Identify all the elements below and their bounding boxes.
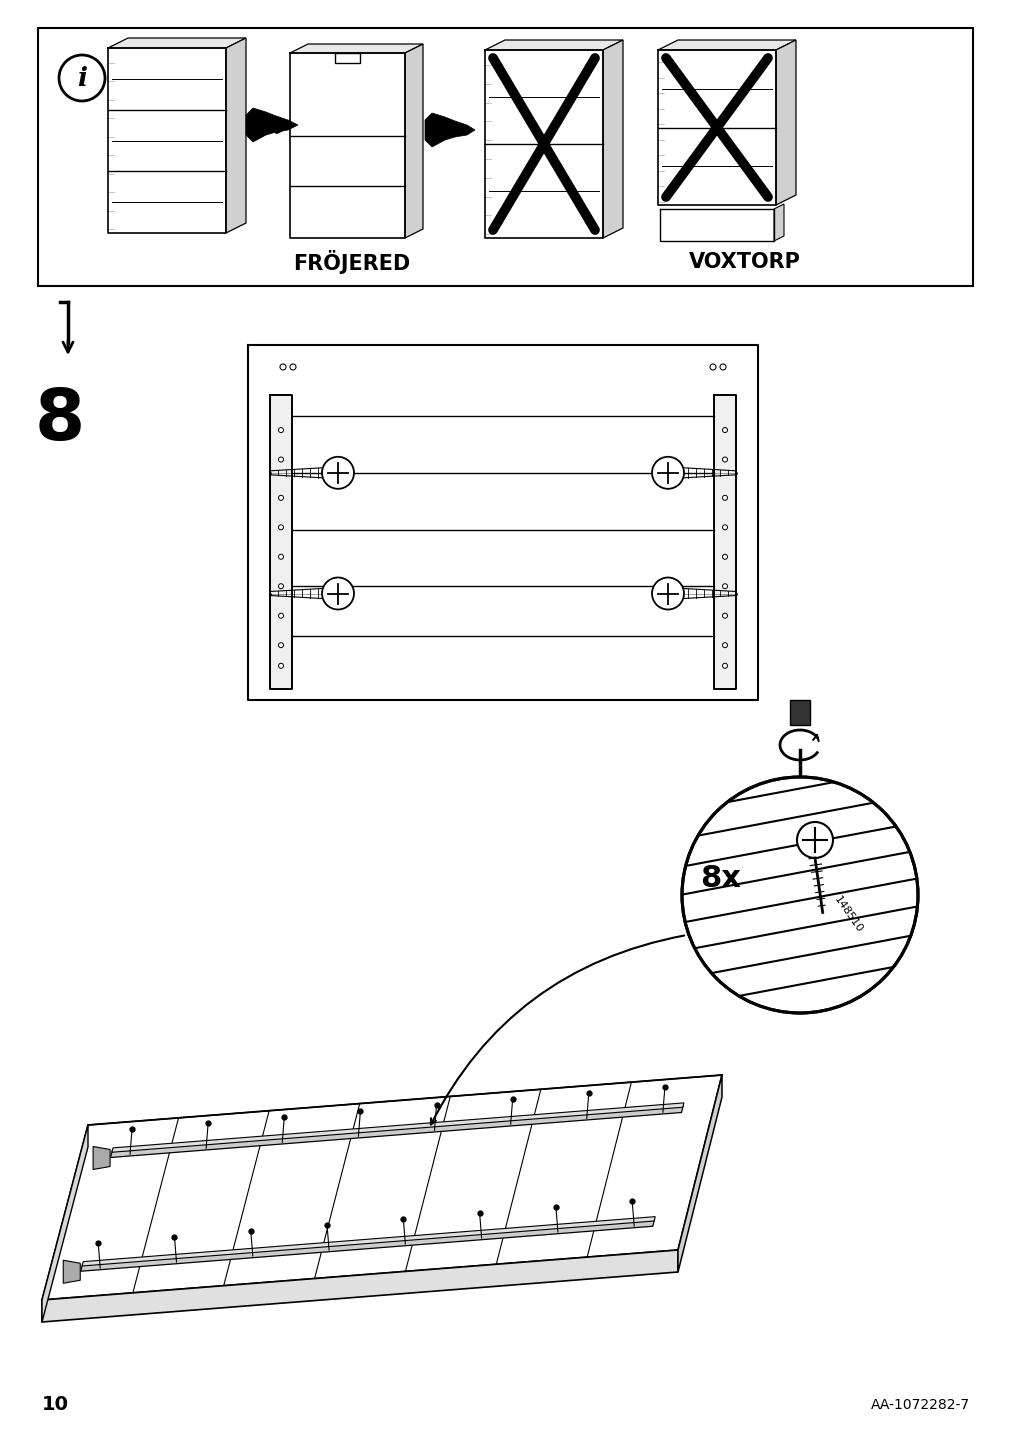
Circle shape — [722, 554, 727, 560]
Bar — [38, 29, 972, 286]
Circle shape — [722, 613, 727, 619]
Circle shape — [321, 577, 354, 610]
Bar — [335, 53, 360, 63]
Polygon shape — [63, 1260, 80, 1283]
Circle shape — [722, 663, 727, 669]
Polygon shape — [290, 44, 423, 53]
Bar — [714, 395, 735, 689]
Bar — [270, 395, 292, 689]
Text: AA-1072282-7: AA-1072282-7 — [870, 1398, 969, 1412]
Circle shape — [278, 428, 283, 432]
Circle shape — [278, 663, 283, 669]
Circle shape — [278, 524, 283, 530]
Text: 10: 10 — [42, 1396, 69, 1415]
Circle shape — [278, 495, 283, 500]
Polygon shape — [677, 1075, 721, 1272]
Polygon shape — [404, 44, 423, 238]
Circle shape — [797, 822, 832, 858]
Circle shape — [722, 584, 727, 589]
Polygon shape — [108, 39, 246, 49]
Polygon shape — [425, 113, 474, 147]
Text: VOXTORP: VOXTORP — [688, 252, 800, 272]
Circle shape — [651, 457, 683, 488]
Polygon shape — [42, 1250, 677, 1322]
Polygon shape — [484, 40, 623, 50]
Circle shape — [280, 364, 286, 369]
Circle shape — [722, 524, 727, 530]
Circle shape — [278, 613, 283, 619]
Circle shape — [321, 457, 354, 488]
Circle shape — [278, 643, 283, 647]
Polygon shape — [773, 203, 784, 241]
Polygon shape — [93, 1147, 110, 1170]
Text: 8x: 8x — [700, 863, 740, 892]
Polygon shape — [246, 107, 297, 142]
Circle shape — [722, 457, 727, 463]
Polygon shape — [82, 1217, 654, 1266]
Text: i: i — [77, 66, 87, 90]
Circle shape — [59, 54, 105, 102]
Polygon shape — [110, 1106, 682, 1157]
Polygon shape — [225, 39, 246, 233]
Text: FRÖJERED: FRÖJERED — [293, 251, 410, 274]
Circle shape — [290, 364, 295, 369]
Polygon shape — [81, 1219, 654, 1272]
Text: 8: 8 — [34, 385, 85, 454]
Circle shape — [710, 364, 716, 369]
Circle shape — [722, 495, 727, 500]
Circle shape — [719, 364, 725, 369]
Circle shape — [722, 428, 727, 432]
Bar — [790, 700, 809, 725]
Polygon shape — [657, 40, 796, 50]
Circle shape — [681, 778, 917, 1012]
Polygon shape — [42, 1075, 721, 1300]
Polygon shape — [112, 1103, 683, 1153]
Circle shape — [278, 584, 283, 589]
Polygon shape — [603, 40, 623, 238]
Circle shape — [278, 554, 283, 560]
Circle shape — [722, 643, 727, 647]
Text: 148510: 148510 — [831, 895, 863, 935]
Circle shape — [278, 457, 283, 463]
Polygon shape — [775, 40, 796, 205]
Circle shape — [651, 577, 683, 610]
Polygon shape — [42, 1126, 88, 1322]
